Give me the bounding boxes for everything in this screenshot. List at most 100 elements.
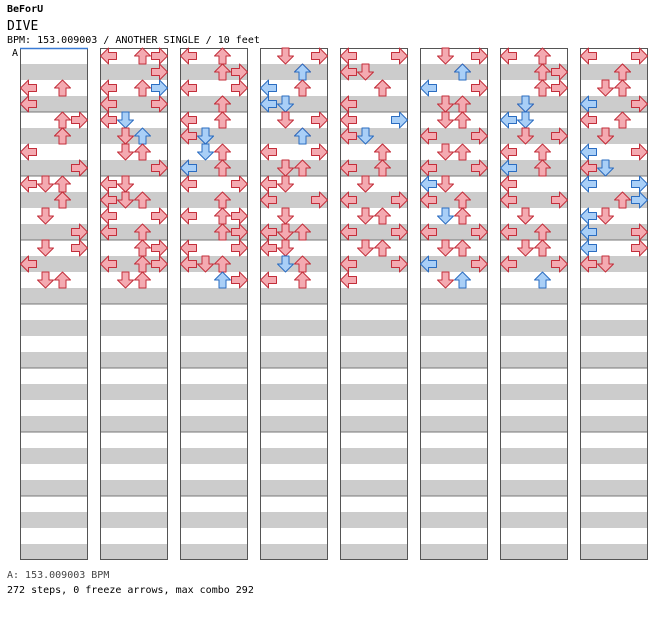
right-arrow-icon (231, 175, 248, 193)
down-arrow-icon (37, 239, 54, 257)
chart-column (580, 48, 648, 560)
down-arrow-icon (357, 127, 374, 145)
down-arrow-icon (37, 175, 54, 193)
left-arrow-icon (180, 239, 197, 257)
up-arrow-icon (534, 239, 551, 257)
left-arrow-icon (340, 271, 357, 289)
left-arrow-icon (20, 143, 37, 161)
left-arrow-icon (580, 223, 597, 241)
left-arrow-icon (580, 95, 597, 113)
up-arrow-icon (294, 223, 311, 241)
up-arrow-icon (294, 159, 311, 177)
down-arrow-icon (357, 207, 374, 225)
down-arrow-icon (597, 207, 614, 225)
down-arrow-icon (277, 159, 294, 177)
right-arrow-icon (391, 111, 408, 129)
left-arrow-icon (340, 95, 357, 113)
up-arrow-icon (54, 127, 71, 145)
left-arrow-icon (340, 127, 357, 145)
down-arrow-icon (277, 175, 294, 193)
chart-column (20, 48, 88, 560)
left-arrow-icon (180, 47, 197, 65)
down-arrow-icon (597, 255, 614, 273)
right-arrow-icon (231, 207, 248, 225)
left-arrow-icon (420, 223, 437, 241)
left-arrow-icon (420, 255, 437, 273)
left-arrow-icon (500, 175, 517, 193)
down-arrow-icon (437, 239, 454, 257)
right-arrow-icon (631, 239, 648, 257)
left-arrow-icon (420, 159, 437, 177)
right-arrow-icon (391, 191, 408, 209)
down-arrow-icon (277, 207, 294, 225)
left-arrow-icon (500, 111, 517, 129)
up-arrow-icon (134, 143, 151, 161)
left-arrow-icon (100, 95, 117, 113)
up-arrow-icon (614, 111, 631, 129)
left-arrow-icon (340, 63, 357, 81)
left-arrow-icon (580, 239, 597, 257)
down-arrow-icon (117, 271, 134, 289)
up-arrow-icon (614, 191, 631, 209)
right-arrow-icon (631, 47, 648, 65)
left-arrow-icon (260, 79, 277, 97)
down-arrow-icon (597, 159, 614, 177)
step-stats: 272 steps, 0 freeze arrows, max combo 29… (7, 585, 254, 596)
right-arrow-icon (551, 63, 568, 81)
left-arrow-icon (340, 255, 357, 273)
up-arrow-icon (454, 239, 471, 257)
right-arrow-icon (151, 239, 168, 257)
up-arrow-icon (534, 79, 551, 97)
left-arrow-icon (260, 175, 277, 193)
left-arrow-icon (340, 47, 357, 65)
up-arrow-icon (454, 63, 471, 81)
chart-column (100, 48, 168, 560)
down-arrow-icon (277, 223, 294, 241)
left-arrow-icon (100, 191, 117, 209)
left-arrow-icon (340, 159, 357, 177)
left-arrow-icon (580, 143, 597, 161)
left-arrow-icon (180, 207, 197, 225)
right-arrow-icon (151, 63, 168, 81)
down-arrow-icon (277, 95, 294, 113)
left-arrow-icon (100, 255, 117, 273)
up-arrow-icon (214, 223, 231, 241)
right-arrow-icon (471, 47, 488, 65)
left-arrow-icon (260, 95, 277, 113)
down-arrow-icon (517, 239, 534, 257)
down-arrow-icon (517, 111, 534, 129)
right-arrow-icon (391, 255, 408, 273)
left-arrow-icon (180, 79, 197, 97)
up-arrow-icon (54, 191, 71, 209)
right-arrow-icon (471, 79, 488, 97)
left-arrow-icon (580, 255, 597, 273)
left-arrow-icon (500, 255, 517, 273)
right-arrow-icon (471, 159, 488, 177)
down-arrow-icon (357, 63, 374, 81)
left-arrow-icon (20, 175, 37, 193)
down-arrow-icon (437, 47, 454, 65)
right-arrow-icon (231, 271, 248, 289)
left-arrow-icon (500, 191, 517, 209)
chart-column (420, 48, 488, 560)
left-arrow-icon (420, 79, 437, 97)
left-arrow-icon (500, 159, 517, 177)
right-arrow-icon (231, 79, 248, 97)
down-arrow-icon (357, 175, 374, 193)
up-arrow-icon (374, 159, 391, 177)
left-arrow-icon (580, 207, 597, 225)
left-arrow-icon (180, 255, 197, 273)
song-title: DIVE (7, 19, 39, 34)
up-arrow-icon (454, 207, 471, 225)
down-arrow-icon (117, 127, 134, 145)
left-arrow-icon (580, 111, 597, 129)
down-arrow-icon (437, 95, 454, 113)
down-arrow-icon (277, 47, 294, 65)
chart-column (500, 48, 568, 560)
right-arrow-icon (151, 255, 168, 273)
left-arrow-icon (500, 223, 517, 241)
right-arrow-icon (311, 191, 328, 209)
left-arrow-icon (20, 95, 37, 113)
down-arrow-icon (517, 207, 534, 225)
